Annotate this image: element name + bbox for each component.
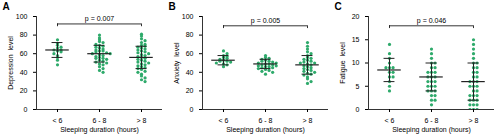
svg-text:6 - 8: 6 - 8 [424, 117, 438, 124]
svg-text:> 8: > 8 [469, 117, 479, 124]
svg-text:Fatigue level: Fatigue level [339, 42, 347, 84]
svg-text:15: 15 [352, 36, 360, 43]
svg-text:p = 0.005: p = 0.005 [251, 17, 280, 25]
svg-text:Sleeping duration (hours): Sleeping duration (hours) [60, 126, 139, 134]
svg-text:Sleeping duration (hours): Sleeping duration (hours) [392, 126, 471, 134]
svg-text:Anxiety level: Anxiety level [173, 42, 181, 84]
svg-text:B: B [169, 1, 176, 12]
svg-text:60: 60 [186, 50, 194, 57]
svg-text:20: 20 [352, 13, 360, 20]
svg-text:100: 100 [182, 13, 194, 20]
svg-text:p = 0.046: p = 0.046 [417, 17, 446, 25]
svg-text:20: 20 [186, 87, 194, 94]
svg-text:6 - 8: 6 - 8 [92, 117, 106, 124]
svg-text:10: 10 [352, 59, 360, 66]
svg-text:Depression level: Depression level [7, 36, 15, 90]
svg-text:80: 80 [20, 31, 28, 38]
svg-text:> 8: > 8 [137, 117, 147, 124]
svg-text:60: 60 [20, 50, 28, 57]
svg-text:0: 0 [24, 106, 28, 113]
svg-text:100: 100 [16, 13, 28, 20]
svg-text:5: 5 [356, 82, 360, 89]
svg-text:Sleeping duration (hours): Sleeping duration (hours) [226, 126, 305, 134]
svg-text:> 8: > 8 [303, 117, 313, 124]
svg-text:< 6: < 6 [53, 117, 63, 124]
svg-text:< 6: < 6 [385, 117, 395, 124]
svg-text:40: 40 [20, 69, 28, 76]
svg-text:80: 80 [186, 31, 194, 38]
svg-text:0: 0 [190, 106, 194, 113]
svg-text:A: A [3, 1, 10, 12]
svg-text:40: 40 [186, 69, 194, 76]
svg-text:C: C [335, 1, 342, 12]
svg-text:0: 0 [356, 106, 360, 113]
svg-text:< 6: < 6 [219, 117, 229, 124]
svg-text:20: 20 [20, 87, 28, 94]
svg-text:p = 0.007: p = 0.007 [85, 15, 114, 23]
svg-text:6 - 8: 6 - 8 [258, 117, 272, 124]
